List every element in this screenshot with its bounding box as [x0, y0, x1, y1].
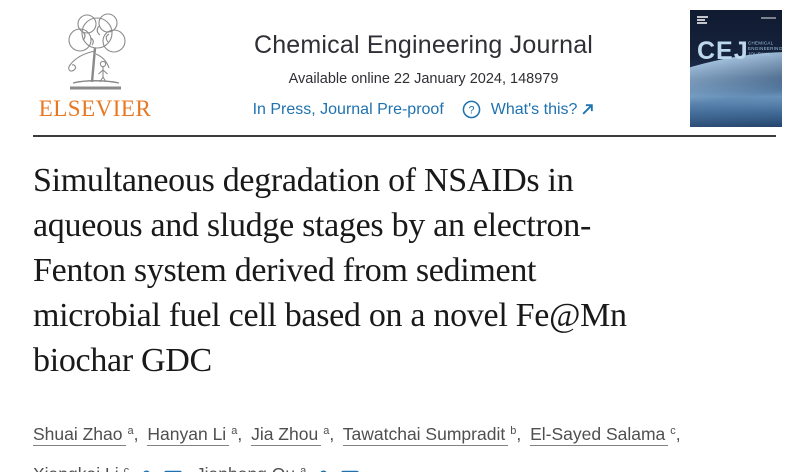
cover-journal-subtitle: CHEMICAL ENGINEERING JOURNAL [748, 41, 782, 57]
author-separator: , [182, 464, 187, 472]
author-separator: , [133, 424, 139, 444]
whats-this-link[interactable]: What's this? [491, 101, 595, 119]
author-separator: , [675, 424, 681, 444]
article-title-line: aqueous and sludge stages by an electron… [33, 207, 591, 244]
authors-list: Shuai Zhao a, Hanyan Li a, Jia Zhou a, Tawa… [33, 413, 755, 472]
author-separator: , [516, 424, 522, 444]
author-link[interactable]: El-Sayed Salama [530, 424, 669, 446]
person-icon[interactable] [315, 469, 332, 472]
author-link[interactable]: Hanyan Li [147, 424, 230, 446]
author-link[interactable]: Tawatchai Sumpradit [342, 424, 509, 446]
in-press-link[interactable]: In Press, Journal Pre-proof [252, 100, 444, 118]
person-icon[interactable] [138, 469, 155, 472]
svg-text:?: ? [468, 104, 474, 116]
cover-subtitle-line: ENGINEERING [748, 46, 782, 52]
article-title: Simultaneous degradation of NSAIDs in aq… [33, 158, 763, 383]
author-link[interactable]: Jianhang Qu [195, 464, 299, 472]
question-circle-icon[interactable]: ? [462, 100, 481, 119]
cover-subtitle-line: CHEMICAL [748, 41, 774, 47]
journal-cover-image[interactable]: CEJ CHEMICAL ENGINEERING JOURNAL [690, 10, 782, 127]
status-row: In Press, Journal Pre-proof ? What's thi… [253, 100, 595, 119]
author-link[interactable]: Xiangkai Li [33, 464, 122, 472]
author-superscript: c [123, 465, 130, 472]
cover-subtitle-line: JOURNAL [748, 51, 771, 58]
cover-publisher-mark [697, 16, 708, 25]
cover-journal-abbrev: CEJ [697, 37, 749, 65]
author: Hanyan Li a, [147, 424, 246, 446]
author-separator: , [329, 424, 335, 444]
page-header: ELSEVIER Chemical Engineering Journal Av… [0, 0, 793, 127]
journal-title-link[interactable]: Chemical Engineering Journal [253, 31, 594, 59]
author: Tawatchai Sumpradit b, [342, 424, 525, 446]
author-contact-icons [315, 458, 359, 472]
article-title-line: microbial fuel cell based on a novel Fe@… [33, 297, 627, 334]
author: El-Sayed Salama c, [530, 424, 685, 446]
elsevier-logo[interactable]: ELSEVIER [33, 12, 157, 122]
author: Jia Zhou a, [251, 424, 338, 446]
author-separator: , [237, 424, 243, 444]
elsevier-tree-icon [68, 13, 126, 90]
author-superscript: a [300, 465, 307, 472]
author: Jianhang Qua [195, 464, 359, 472]
availability-text: Available online 22 January 2024, 148979 [288, 71, 559, 87]
author-superscript: a [127, 425, 134, 437]
cover-volume-text [761, 17, 776, 19]
author-contact-icons [138, 458, 182, 472]
author: Shuai Zhao a, [33, 424, 143, 446]
article-title-line: Simultaneous degradation of NSAIDs in [33, 162, 574, 199]
author-superscript: a [323, 425, 330, 437]
author-superscript: c [670, 425, 676, 437]
author-link[interactable]: Jia Zhou [251, 424, 322, 446]
author-superscript: a [231, 425, 238, 437]
whats-this-label: What's this? [490, 100, 578, 118]
author: Xiangkai Lic, [33, 464, 191, 472]
article-title-line: biochar GDC [33, 342, 212, 379]
journal-header: Chemical Engineering Journal Available o… [157, 10, 690, 119]
external-link-icon [582, 104, 594, 115]
article-title-line: Fenton system derived from sediment [33, 252, 537, 289]
author-superscript: b [510, 425, 517, 437]
header-divider [33, 135, 776, 137]
author-link[interactable]: Shuai Zhao [33, 424, 126, 446]
elsevier-wordmark: ELSEVIER [38, 96, 152, 121]
